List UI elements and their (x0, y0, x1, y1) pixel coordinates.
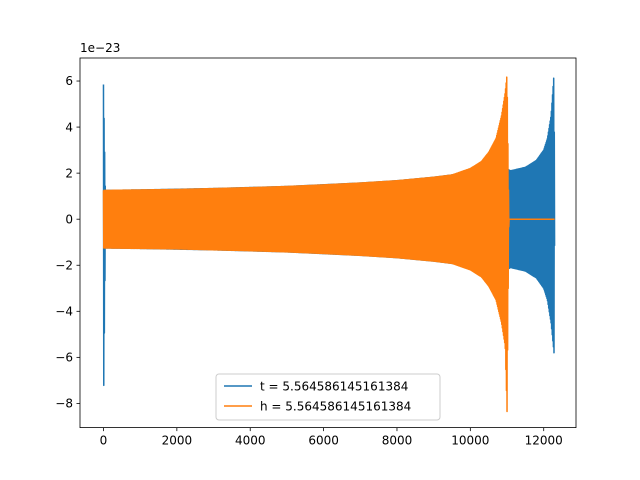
y-tick-label: 2 (65, 166, 73, 180)
x-tick-label: 12000 (525, 434, 563, 448)
x-tick-label: 0 (100, 434, 108, 448)
legend-label-2: h = 5.564586145161384 (260, 399, 411, 413)
y-tick-label: 6 (65, 74, 73, 88)
legend-label-1: t = 5.564586145161384 (260, 379, 408, 393)
axes-layer: 0 2000 4000 6000 8000 10000 12000 −8 −6 −4 −2 0 2 4 6 (55, 57, 577, 448)
legend: t = 5.564586145161384 h = 5.5645861451613… (215, 373, 441, 421)
y-tick-label: 0 (65, 212, 73, 226)
x-tick-label: 8000 (382, 434, 413, 448)
legend-box (215, 373, 441, 421)
y-tick-label: −2 (55, 258, 73, 272)
y-tick-label: −6 (55, 351, 73, 365)
x-tick-label: 2000 (162, 434, 193, 448)
series-line-2 (102, 76, 556, 413)
x-tick-label: 4000 (235, 434, 266, 448)
x-tick-label: 6000 (308, 434, 339, 448)
axes-frame (79, 57, 577, 429)
x-tick-label: 10000 (451, 434, 489, 448)
y-tick-label: 4 (65, 120, 73, 134)
series-layer (102, 76, 556, 413)
y-tick-label: −4 (55, 305, 73, 319)
y-scale-label: 1e−23 (80, 41, 120, 55)
y-tick-label: −8 (55, 397, 73, 411)
